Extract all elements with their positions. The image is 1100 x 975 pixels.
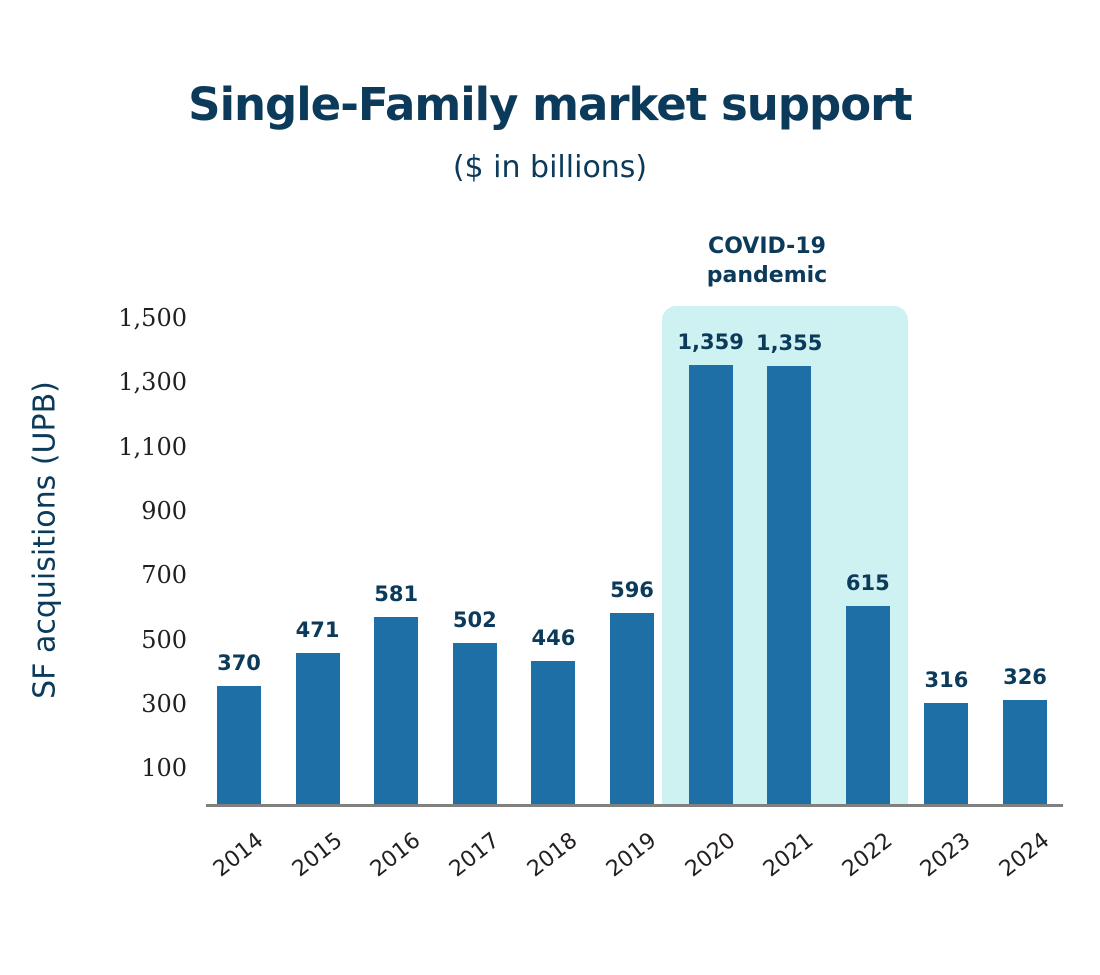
y-tick-label: 1,100	[118, 432, 187, 461]
chart-title: Single-Family market support	[188, 78, 913, 131]
y-tick-label: 100	[141, 754, 187, 783]
x-tick-label: 2021	[759, 828, 819, 883]
bar-2014	[217, 685, 261, 806]
bar-2023	[924, 703, 969, 806]
x-tick-label: 2015	[287, 828, 348, 883]
y-tick-label: 700	[141, 561, 187, 590]
bar-2021	[767, 366, 812, 806]
x-tick-label: 2018	[523, 828, 583, 883]
x-axis-line	[206, 804, 1063, 807]
bar-2017	[452, 643, 497, 806]
bar-value-label: 370	[217, 650, 261, 675]
y-tick-label: 1,300	[118, 368, 187, 397]
bar-value-label: 471	[295, 618, 340, 643]
bar-value-label: 326	[1003, 665, 1047, 690]
x-tick-label: 2023	[916, 828, 976, 883]
x-tick-label: 2016	[366, 828, 426, 883]
covid-band-label-line2: pandemic	[706, 263, 828, 288]
x-tick-label: 2014	[208, 828, 269, 883]
bar-2019	[610, 612, 654, 806]
x-tick-label: 2024	[994, 828, 1055, 883]
y-tick-label: 500	[141, 625, 187, 654]
bar-value-label: 1,359	[677, 330, 744, 354]
chart-subtitle: ($ in billions)	[452, 150, 648, 185]
bar-value-label: 1,355	[755, 331, 823, 356]
bar-value-label: 615	[845, 571, 890, 596]
y-axis-label: SF acquisitions (UPB)	[27, 381, 63, 699]
bar-2020	[688, 365, 733, 806]
bar-2024	[1003, 700, 1047, 806]
x-tick-label: 2019	[601, 828, 662, 883]
x-tick-label: 2022	[837, 828, 898, 883]
bar-value-label: 446	[531, 626, 576, 651]
bar-2015	[295, 653, 340, 806]
bar-value-label: 502	[452, 608, 497, 633]
x-tick-label: 2017	[444, 828, 505, 883]
covid-band-label-line1: COVID-19	[708, 234, 826, 259]
bar-2016	[374, 617, 419, 806]
y-tick-label: 1,500	[118, 304, 187, 332]
x-tick-label: 2020	[680, 828, 741, 883]
bar-2018	[531, 661, 576, 806]
bar-value-label: 316	[924, 668, 969, 693]
y-tick-label: 900	[141, 496, 187, 525]
bar-value-label: 581	[374, 582, 419, 607]
bar-value-label: 596	[610, 577, 654, 602]
y-tick-label: 300	[141, 689, 187, 718]
bar-2022	[845, 606, 890, 806]
covid-band-label: COVID-19 pandemic	[662, 232, 872, 290]
